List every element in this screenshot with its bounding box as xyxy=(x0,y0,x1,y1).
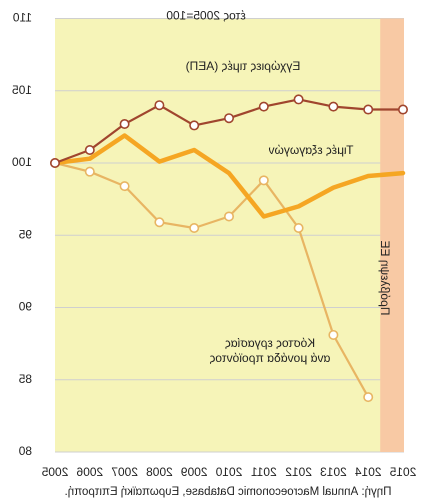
x-tick-label: 2006 xyxy=(76,465,103,479)
data-point xyxy=(293,223,304,234)
x-tick-label: 2005 xyxy=(41,465,68,479)
series-line-1 xyxy=(52,133,406,219)
series-line-0 xyxy=(53,161,370,399)
y-tick-label: 80 xyxy=(18,444,32,458)
data-point xyxy=(189,120,200,131)
series-label-labour-cost-line-2: ανά μονάδα προϊόντος xyxy=(209,351,330,365)
series-label-labour-cost-line-1: Κόστος εργασίας xyxy=(225,336,315,350)
x-tick-label: 2009 xyxy=(181,465,208,479)
y-tick-label: 90 xyxy=(18,300,32,314)
data-point xyxy=(154,217,165,228)
data-point xyxy=(49,158,60,169)
data-point xyxy=(189,223,200,234)
data-point xyxy=(224,113,235,124)
data-point xyxy=(119,181,130,192)
data-point xyxy=(397,104,408,115)
data-point xyxy=(328,101,339,112)
data-point xyxy=(154,100,165,111)
y-tick-label: 100 xyxy=(12,155,32,169)
x-tick-label: 2015 xyxy=(389,465,416,479)
data-point xyxy=(224,211,235,222)
y-tick-label: 110 xyxy=(13,11,32,25)
x-tick-label: 2010 xyxy=(215,465,242,479)
base-note: έτος 2005=100 xyxy=(166,9,246,23)
forecast-band xyxy=(380,18,404,452)
series-label-exports: Τιμές εξαγωγών xyxy=(268,143,353,157)
source-note: Πηγή: Annual Macroeconomic Database, Ευρ… xyxy=(65,486,392,498)
x-tick-label: 2008 xyxy=(146,465,173,479)
series-label-labour-cost: Κόστος εργασίας ανά μονάδα προϊόντος xyxy=(209,336,330,365)
y-tick-label: 105 xyxy=(12,83,32,97)
series-label-domestic: Εγχώριες τιμές (ΑΕΠ) xyxy=(186,59,301,73)
data-point xyxy=(84,144,95,155)
y-tick-label: 95 xyxy=(18,227,32,241)
data-point xyxy=(258,101,269,112)
data-point xyxy=(84,166,95,177)
data-point xyxy=(119,118,130,129)
x-tick-label: 2007 xyxy=(111,465,138,479)
data-point xyxy=(293,94,304,105)
x-tick-label: 2014 xyxy=(355,465,382,479)
data-point xyxy=(328,329,339,340)
data-point xyxy=(363,104,374,115)
x-tick-label: 2011 xyxy=(251,465,277,479)
y-tick-label: 85 xyxy=(18,372,32,386)
x-tick-label: 2013 xyxy=(320,465,347,479)
x-tick-label: 2012 xyxy=(285,465,312,479)
data-point xyxy=(258,175,269,186)
forecast-label: Πρόβλεψη ΕΕ xyxy=(378,241,392,316)
data-point xyxy=(363,392,374,403)
